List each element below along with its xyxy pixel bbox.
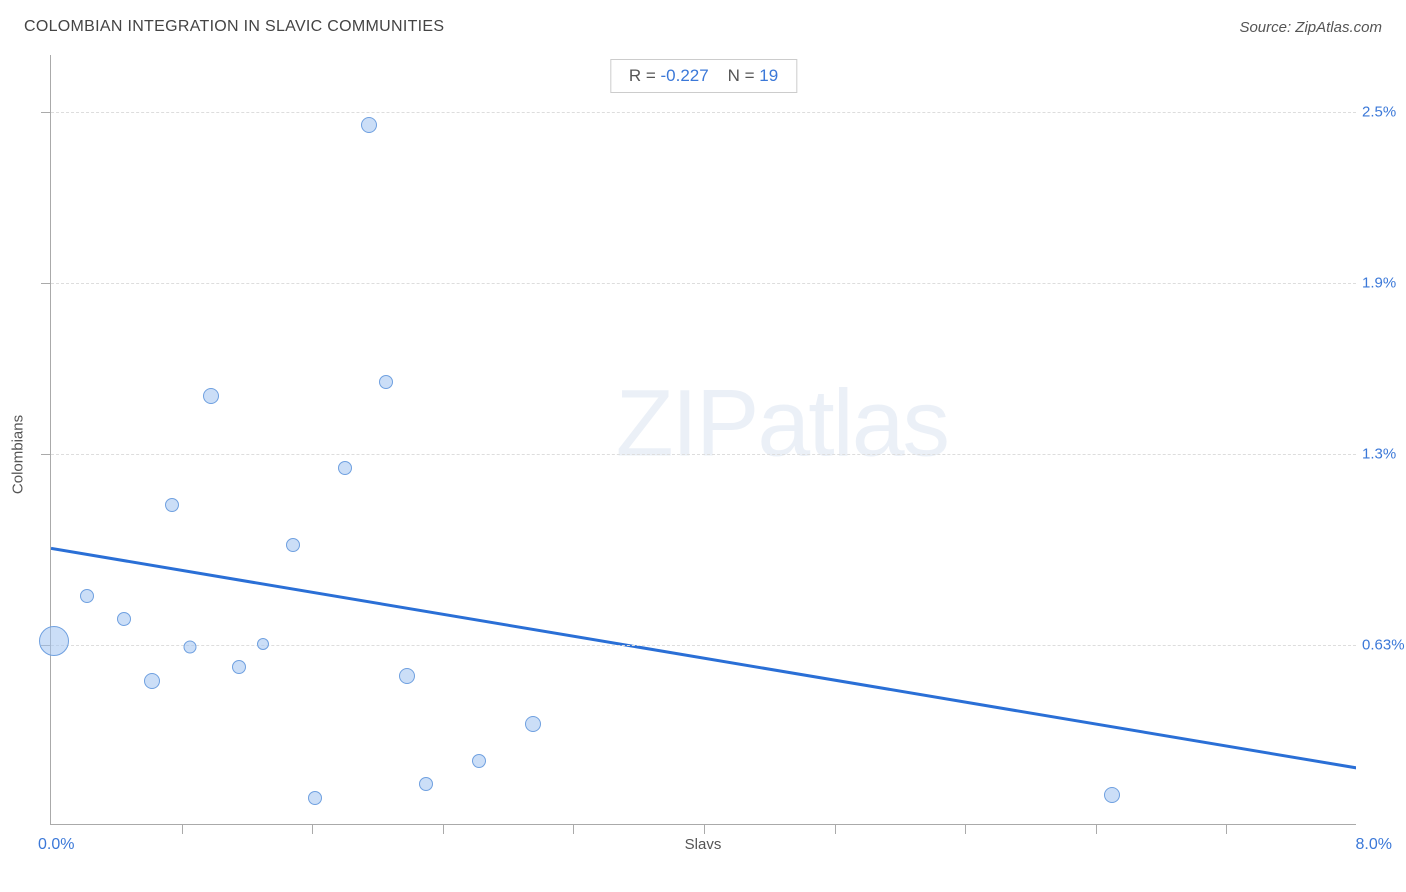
n-value: 19 xyxy=(759,66,778,85)
data-point xyxy=(286,538,300,552)
y-axis-label: Colombians xyxy=(10,415,27,494)
y-tick xyxy=(41,112,51,113)
data-point xyxy=(472,754,486,768)
r-label: R = xyxy=(629,66,656,85)
data-point xyxy=(144,673,160,689)
watermark: ZIPatlas xyxy=(616,370,948,479)
chart-title: COLOMBIAN INTEGRATION IN SLAVIC COMMUNIT… xyxy=(24,18,444,36)
data-point xyxy=(308,791,322,805)
gridline xyxy=(51,645,1356,646)
watermark-strong: ZIP xyxy=(616,371,758,477)
source-attribution: Source: ZipAtlas.com xyxy=(1239,19,1382,36)
gridline xyxy=(51,454,1356,455)
chart-header: COLOMBIAN INTEGRATION IN SLAVIC COMMUNIT… xyxy=(24,18,1382,36)
data-point xyxy=(338,461,352,475)
x-axis-max: 8.0% xyxy=(1356,836,1392,854)
correlation-stats: R = -0.227 N = 19 xyxy=(610,59,797,93)
data-point xyxy=(419,777,433,791)
y-tick-label: 0.63% xyxy=(1362,637,1406,654)
data-point xyxy=(232,660,246,674)
x-tick xyxy=(443,824,444,834)
data-point xyxy=(361,117,377,133)
x-tick xyxy=(835,824,836,834)
y-tick-label: 1.3% xyxy=(1362,446,1406,463)
data-point xyxy=(39,626,69,656)
x-tick xyxy=(704,824,705,834)
data-point xyxy=(117,612,131,626)
x-tick xyxy=(312,824,313,834)
watermark-light: atlas xyxy=(757,371,948,477)
x-tick xyxy=(1226,824,1227,834)
data-point xyxy=(399,668,415,684)
trend-line xyxy=(51,55,1356,824)
n-label: N = xyxy=(728,66,755,85)
data-point xyxy=(203,388,219,404)
data-point xyxy=(165,498,179,512)
x-tick xyxy=(1096,824,1097,834)
x-axis-min: 0.0% xyxy=(38,836,74,854)
data-point xyxy=(379,375,393,389)
data-point xyxy=(80,589,94,603)
gridline xyxy=(51,112,1356,113)
x-tick xyxy=(965,824,966,834)
y-tick-label: 2.5% xyxy=(1362,104,1406,121)
data-point xyxy=(525,716,541,732)
r-value: -0.227 xyxy=(660,66,708,85)
gridline xyxy=(51,283,1356,284)
y-tick xyxy=(41,454,51,455)
x-tick xyxy=(573,824,574,834)
x-tick xyxy=(182,824,183,834)
scatter-chart: R = -0.227 N = 19 ZIPatlas 0.63%1.3%1.9%… xyxy=(50,55,1356,825)
y-tick xyxy=(41,283,51,284)
data-point xyxy=(257,638,269,650)
y-tick-label: 1.9% xyxy=(1362,275,1406,292)
data-point xyxy=(1104,787,1120,803)
data-point xyxy=(183,641,196,654)
x-axis-label: Slavs xyxy=(685,836,722,853)
